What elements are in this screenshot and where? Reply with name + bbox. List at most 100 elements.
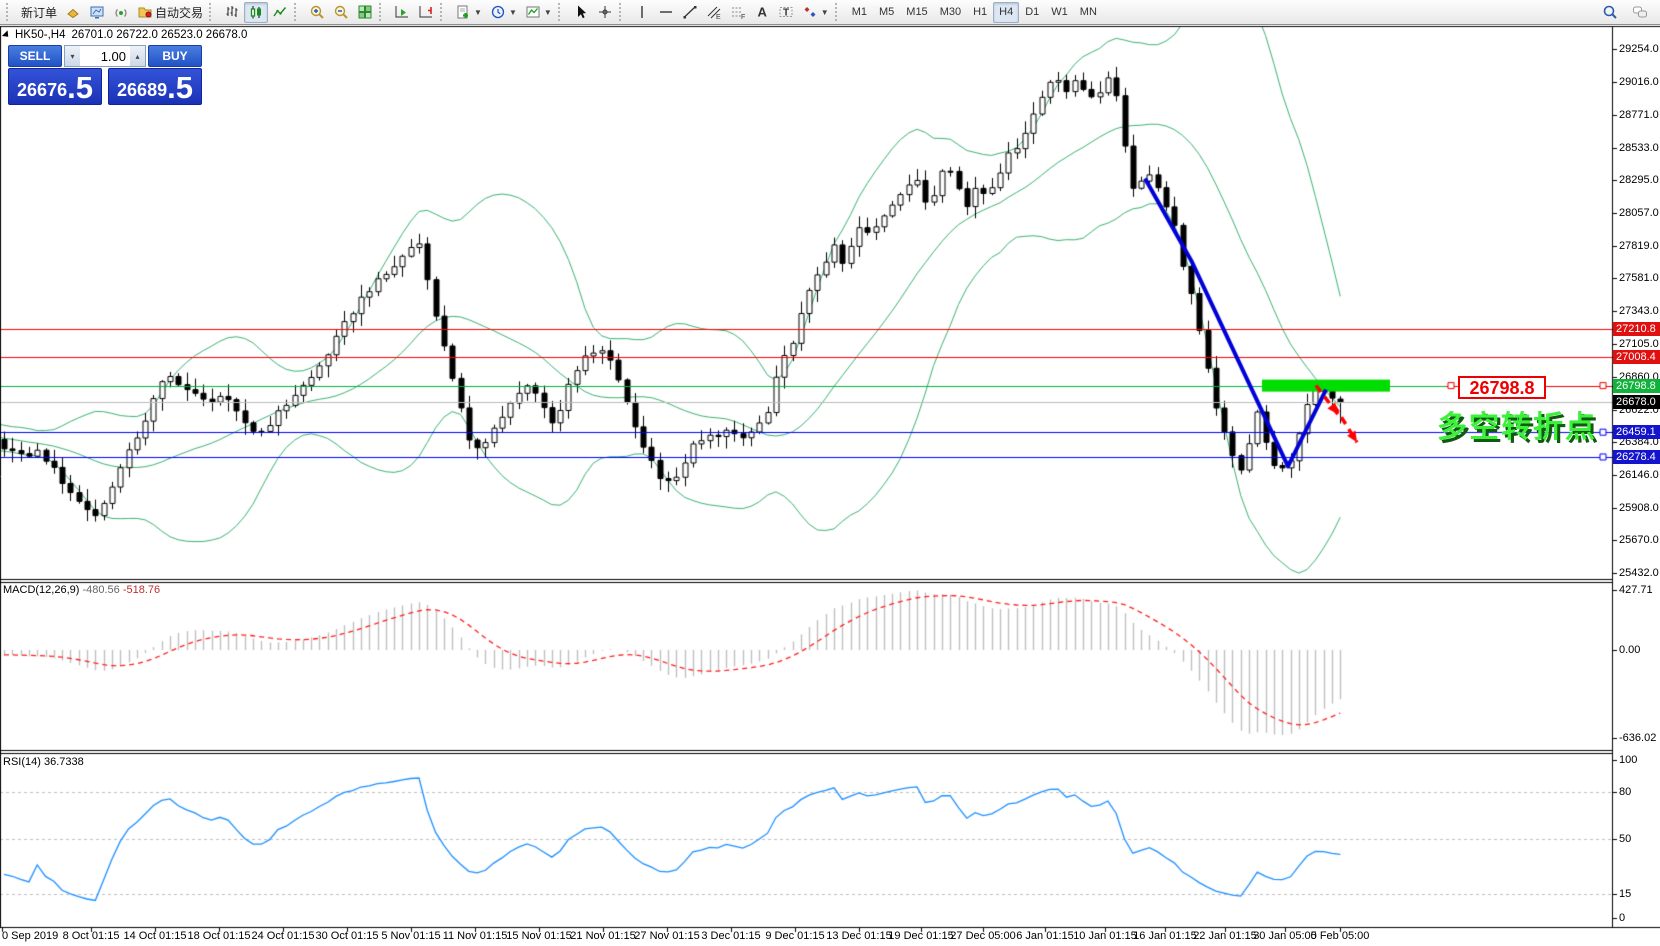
level-price-callout[interactable]: 26798.8 <box>1458 376 1546 399</box>
indicators-button[interactable]: ▼ <box>451 2 486 23</box>
price-axis-tick: 29016.0 <box>1619 75 1659 88</box>
tf-m5-button[interactable]: M5 <box>873 2 900 23</box>
price-axis-tick: 28295.0 <box>1619 174 1659 187</box>
price-axis-tick: 25432.0 <box>1619 567 1659 580</box>
ohlc-values: 26701.0 26722.0 26523.0 26678.0 <box>71 29 248 41</box>
price-axis-tick: 27105.0 <box>1619 337 1659 350</box>
periods-button[interactable]: ▼ <box>486 2 521 23</box>
new-chart-button[interactable] <box>61 2 85 23</box>
macd-axis-tick: 427.71 <box>1619 584 1653 596</box>
toolbar-grip[interactable] <box>557 3 565 21</box>
trend-line-button[interactable] <box>678 2 702 23</box>
sell-price-display[interactable]: 26676 .5 <box>8 68 102 105</box>
chart-header: HK50-,H4 26701.0 26722.0 26523.0 26678.0 <box>1 29 248 41</box>
toolbar-grip[interactable] <box>6 3 13 21</box>
macd-axis-tick: -636.02 <box>1619 732 1657 744</box>
buy-price-display[interactable]: 26689 .5 <box>108 68 202 105</box>
bar-chart-button[interactable] <box>220 2 244 23</box>
toolbar-grip[interactable] <box>379 3 386 21</box>
signals-icon <box>115 9 127 17</box>
buy-button[interactable]: BUY <box>148 45 202 67</box>
chart-shift-button[interactable] <box>414 2 438 23</box>
chat-button[interactable] <box>1628 2 1652 23</box>
auto-scroll-button[interactable] <box>390 2 414 23</box>
arrows-button[interactable]: ▼ <box>798 2 833 23</box>
text-label-button[interactable]: T <box>774 2 798 23</box>
toolbar-grip[interactable] <box>294 3 301 21</box>
price-axis-tick: 26146.0 <box>1619 469 1659 482</box>
vertical-line-button[interactable] <box>630 2 654 23</box>
price-axis-tick: 29254.0 <box>1619 43 1659 55</box>
volume-stepper: ▾ 1.00 ▴ <box>64 45 146 67</box>
toolbar-grip[interactable] <box>618 3 626 21</box>
macd-indicator-label: MACD(12,26,9) -480.56 -518.76 <box>3 584 161 596</box>
zoom-in-button[interactable] <box>305 2 329 23</box>
svg-text:F: F <box>741 14 745 20</box>
tf-mn-label: MN <box>1079 6 1097 18</box>
time-axis-label: 22 Jan 01:15 <box>1193 930 1257 942</box>
tf-m1-button[interactable]: M1 <box>846 2 873 23</box>
tf-mn-button[interactable]: MN <box>1074 2 1103 23</box>
toolbar-grip[interactable] <box>440 3 447 21</box>
symbol-search-button[interactable] <box>1598 2 1622 23</box>
auto-trading-button[interactable]: 自动交易 <box>133 2 207 23</box>
toolbar: 新订单 自动交易 ▼ ▼ ▼ E F A T ▼ M1 M5 M15 M30 H1 H4 D1 W1 MN <box>0 0 1660 25</box>
new-chart-icon <box>67 8 79 19</box>
indicators-dropdown-arrow[interactable]: ▼ <box>474 7 482 17</box>
toolbar-grip[interactable] <box>209 3 216 21</box>
periods-dropdown-arrow[interactable]: ▼ <box>508 7 517 17</box>
time-axis-label: 5 Nov 01:15 <box>381 930 441 942</box>
fibonacci-button[interactable]: F <box>726 2 750 23</box>
chart-window-icon <box>1 30 12 40</box>
time-axis-label: 0 Sep 2019 <box>2 930 59 942</box>
volume-decrease-button[interactable]: ▾ <box>65 46 80 66</box>
templates-dropdown-arrow[interactable]: ▼ <box>543 7 552 17</box>
profiles-icon <box>90 6 104 19</box>
rsi-axis-tick: 80 <box>1619 785 1632 798</box>
svg-text:A: A <box>757 5 767 20</box>
zoom-out-button[interactable] <box>329 2 353 23</box>
tf-d1-button[interactable]: D1 <box>1019 2 1045 23</box>
tf-m30-button[interactable]: M30 <box>934 2 967 23</box>
tf-m15-button[interactable]: M15 <box>900 2 933 23</box>
time-axis-label: 11 Nov 01:15 <box>442 930 508 942</box>
turning-point-annotation: 多空转折点 <box>1437 411 1597 444</box>
price-axis-tick: 28533.0 <box>1619 141 1659 154</box>
horizontal-line-button[interactable] <box>654 2 678 23</box>
indicators-icon <box>457 5 469 19</box>
tf-h1-button[interactable]: H1 <box>967 2 993 23</box>
tf-h4-button[interactable]: H4 <box>993 1 1020 23</box>
tf-m30-label: M30 <box>939 6 962 18</box>
symbol-search-icon <box>1603 5 1617 19</box>
toolbar-grip[interactable] <box>834 3 842 21</box>
new-order-button[interactable]: 新订单 <box>17 2 61 23</box>
cursor-icon <box>577 5 586 19</box>
signals-button[interactable] <box>109 2 133 23</box>
time-axis-label: 8 Oct 01:15 <box>62 930 120 942</box>
line-chart-button[interactable] <box>268 2 292 23</box>
equidistant-channel-button[interactable]: E <box>702 2 726 23</box>
tile-windows-button[interactable] <box>353 2 377 23</box>
bar-chart-icon <box>226 6 238 17</box>
text-icon: A <box>757 5 767 20</box>
arrows-dropdown-arrow[interactable]: ▼ <box>820 7 829 17</box>
candle-chart-button[interactable] <box>244 1 269 23</box>
price-axis-tick: 25908.0 <box>1619 501 1659 514</box>
cursor-button[interactable] <box>569 2 593 23</box>
templates-button[interactable]: ▼ <box>521 2 556 23</box>
chat-icon <box>1633 6 1647 18</box>
rsi-axis-tick: 50 <box>1619 833 1632 845</box>
profiles-button[interactable] <box>85 2 109 23</box>
time-axis-label: 3 Dec 01:15 <box>701 930 761 942</box>
volume-increase-button[interactable]: ▴ <box>130 46 145 66</box>
text-button[interactable]: A <box>750 2 774 23</box>
volume-input[interactable]: 1.00 <box>100 48 126 64</box>
sell-button[interactable]: SELL <box>8 45 62 67</box>
crosshair-button[interactable] <box>593 2 617 23</box>
time-axis-label: 30 Oct 01:15 <box>315 930 379 942</box>
time-axis-label: 5 Feb 05:00 <box>1310 930 1370 942</box>
rsi-axis-tick: 15 <box>1619 888 1632 901</box>
tf-w1-button[interactable]: W1 <box>1045 2 1074 23</box>
